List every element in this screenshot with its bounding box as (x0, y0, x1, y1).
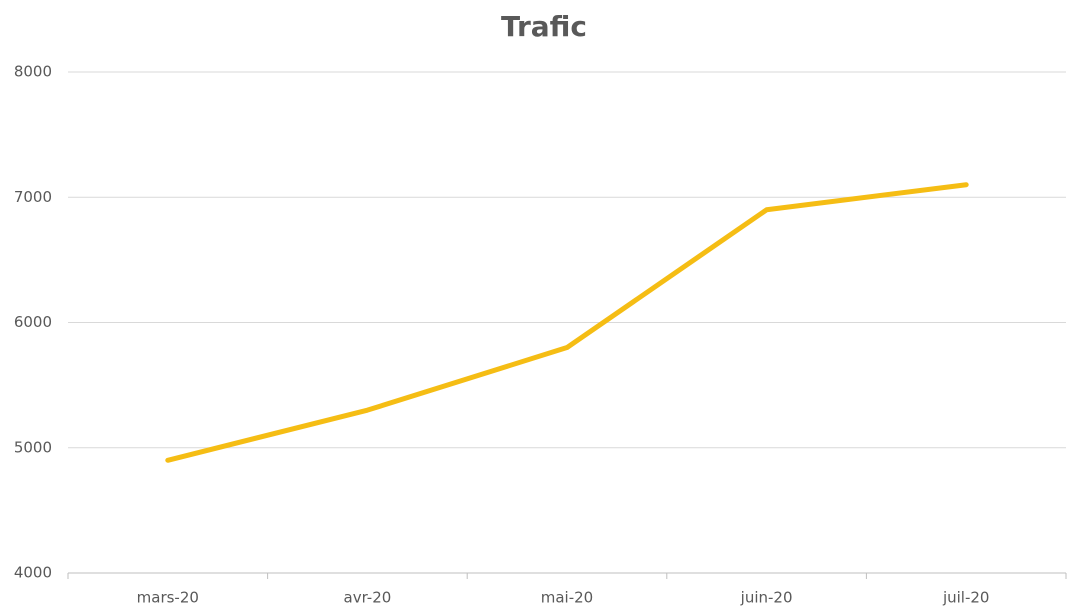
y-tick-label: 8000 (14, 63, 52, 81)
x-tick-label: mai-20 (541, 589, 593, 607)
x-tick-label: mars-20 (137, 589, 199, 607)
chart-title: Trafic (501, 10, 587, 43)
y-tick-label: 6000 (14, 313, 52, 331)
x-tick-label: juin-20 (740, 589, 793, 607)
x-tick-label: avr-20 (344, 589, 392, 607)
x-tick-label: juil-20 (942, 589, 990, 607)
data-line (165, 182, 969, 463)
y-tick-label: 4000 (14, 564, 52, 582)
y-tick-label: 7000 (14, 188, 52, 206)
y-tick-label: 5000 (14, 438, 52, 456)
